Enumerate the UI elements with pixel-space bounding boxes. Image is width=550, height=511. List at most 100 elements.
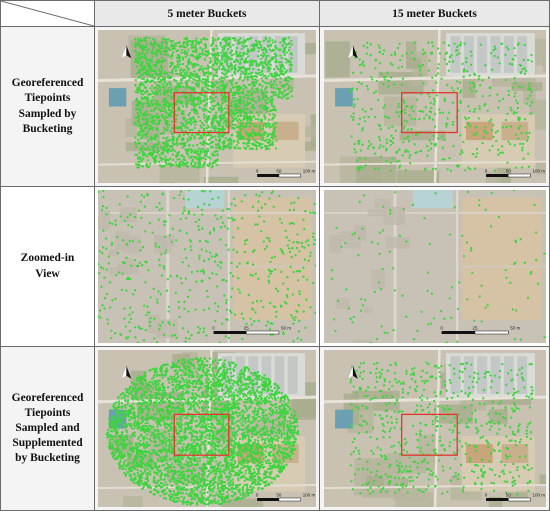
- tiepoint: [172, 323, 176, 326]
- tiepoint: [224, 335, 227, 338]
- tiepoint: [187, 310, 190, 313]
- tiepoint: [527, 58, 530, 62]
- tiepoint: [336, 299, 340, 303]
- tiepoints: [349, 41, 534, 172]
- tiepoint: [149, 162, 152, 165]
- tiepoint: [203, 58, 207, 62]
- tiepoint: [223, 95, 226, 98]
- tiepoint: [229, 473, 233, 476]
- tiepoint: [267, 237, 271, 240]
- tiepoint: [359, 309, 363, 312]
- tiepoint: [223, 107, 226, 110]
- tiepoint: [230, 100, 234, 103]
- tiepoints: [105, 356, 300, 506]
- tiepoint: [271, 143, 275, 146]
- tiepoint: [217, 127, 221, 131]
- tiepoint: [155, 128, 158, 132]
- tiepoint: [235, 89, 239, 92]
- tiepoint: [244, 242, 247, 246]
- tiepoint: [199, 156, 202, 159]
- tiepoint: [153, 379, 156, 383]
- tiepoint: [204, 239, 208, 243]
- tiepoint: [195, 157, 199, 161]
- tiepoint: [460, 89, 463, 92]
- tiepoint: [257, 277, 260, 280]
- tiepoint: [443, 158, 446, 161]
- tiepoint: [239, 124, 242, 128]
- tiepoint: [497, 153, 500, 156]
- tiepoint: [246, 132, 250, 135]
- tiepoint: [385, 141, 389, 145]
- tiepoint: [408, 114, 411, 117]
- tiepoint: [139, 148, 142, 151]
- tiepoint: [260, 53, 263, 57]
- tiepoint: [141, 129, 144, 132]
- tiepoint: [184, 216, 188, 220]
- tiepoint: [469, 168, 472, 171]
- tiepoint: [231, 287, 234, 290]
- tiepoint: [259, 73, 262, 77]
- tiepoint: [473, 73, 477, 77]
- tiepoint: [350, 115, 353, 118]
- tiepoint: [268, 240, 271, 243]
- tiepoint: [196, 457, 199, 460]
- tiepoint: [330, 269, 334, 272]
- tiepoint: [259, 105, 262, 109]
- tiepoint: [381, 52, 385, 56]
- tiepoint: [156, 43, 159, 47]
- tiepoint: [234, 97, 237, 100]
- tiepoint: [163, 142, 167, 145]
- tiepoint: [205, 54, 208, 57]
- tiepoint: [216, 143, 220, 146]
- tiepoint: [258, 99, 261, 102]
- tiepoint: [155, 103, 158, 106]
- tiepoint: [219, 104, 223, 107]
- tiepoint: [270, 56, 274, 59]
- tiepoint: [199, 134, 203, 138]
- tiepoint: [225, 57, 228, 60]
- tiepoint: [239, 75, 243, 79]
- tiepoint: [168, 426, 172, 429]
- tiepoint: [269, 67, 272, 70]
- tiepoint: [165, 129, 169, 132]
- tiepoint: [232, 248, 235, 251]
- tiepoint: [184, 148, 187, 151]
- tiepoint: [239, 37, 242, 40]
- tiepoint: [358, 58, 361, 61]
- tiepoint: [202, 116, 206, 119]
- tiepoint: [145, 81, 148, 84]
- tiepoint: [250, 60, 254, 63]
- tiepoint: [275, 77, 278, 80]
- tiepoint: [180, 48, 184, 52]
- scale-label-mid: 25: [244, 326, 250, 331]
- tiepoint: [400, 83, 403, 87]
- tiepoint: [393, 53, 397, 56]
- tiepoint: [279, 64, 282, 67]
- tiepoint: [373, 115, 377, 119]
- tiepoint: [269, 72, 272, 76]
- tiepoint: [451, 123, 455, 126]
- tiepoint: [225, 104, 228, 107]
- tiepoint: [131, 311, 134, 314]
- tiepoint: [203, 470, 206, 474]
- tiepoint: [156, 466, 159, 469]
- tiepoint: [230, 58, 234, 61]
- tiepoint: [309, 251, 312, 254]
- tiepoint: [275, 87, 279, 90]
- tiepoint: [424, 168, 427, 171]
- tiepoint: [491, 128, 494, 132]
- tiepoint: [150, 139, 153, 142]
- tiepoint: [202, 128, 206, 131]
- tiepoint: [222, 128, 225, 131]
- tiepoint: [232, 126, 235, 130]
- tiepoint: [145, 468, 149, 471]
- tiepoint: [255, 133, 259, 136]
- tiepoint: [170, 145, 173, 148]
- tiepoint: [257, 319, 260, 322]
- tiepoint: [383, 331, 386, 334]
- tiepoint: [139, 83, 142, 86]
- map-zoomed-15m: 0 25 50 m: [324, 190, 546, 343]
- tiepoint: [198, 401, 202, 405]
- tiepoint: [151, 96, 154, 99]
- tiepoint: [398, 234, 402, 237]
